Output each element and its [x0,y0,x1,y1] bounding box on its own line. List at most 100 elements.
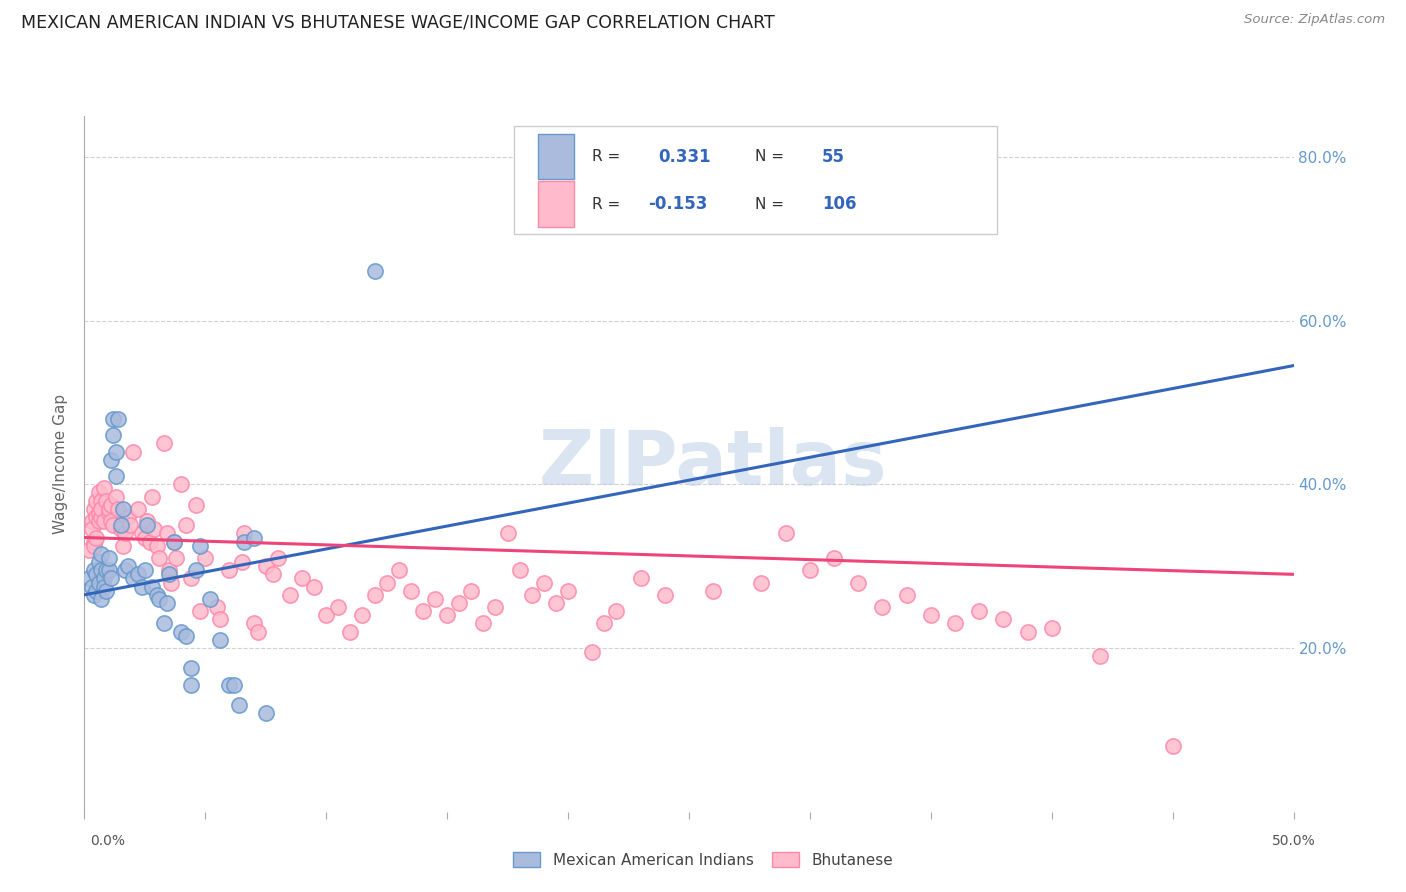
Point [920,608,942,623]
Text: 0.331: 0.331 [659,147,711,166]
Text: R =: R = [592,196,626,211]
Point [83,501,105,516]
Point [77,542,100,557]
Point [472,616,495,631]
Point [80,580,103,594]
Point [110,518,132,533]
Point [131,580,153,594]
Point [823,551,845,566]
Point [339,624,361,639]
Point [97,551,120,566]
Point [208,612,231,626]
Point [242,531,264,545]
Point [143,522,166,536]
Point [352,608,374,623]
Point [484,600,506,615]
Point [148,591,170,606]
Point [605,604,627,618]
Point [117,510,139,524]
Point [375,575,398,590]
Point [86,567,108,582]
Point [87,575,110,590]
Bar [538,134,574,179]
Point [90,547,112,561]
Point [103,412,125,426]
Point [86,583,108,598]
Point [993,612,1015,626]
Point [198,591,221,606]
Point [114,526,136,541]
Bar [538,181,574,227]
Point [86,510,108,524]
Point [107,501,129,516]
Point [104,490,127,504]
Point [141,580,163,594]
Text: MEXICAN AMERICAN INDIAN VS BHUTANESE WAGE/INCOME GAP CORRELATION CHART: MEXICAN AMERICAN INDIAN VS BHUTANESE WAG… [21,13,775,31]
Point [110,522,132,536]
Point [90,510,112,524]
Point [630,571,652,585]
Point [155,526,177,541]
Point [121,571,143,585]
Point [399,583,422,598]
Point [799,563,821,577]
Point [127,501,149,516]
Point [775,526,797,541]
Point [267,551,290,566]
Point [83,534,105,549]
Point [751,575,773,590]
Point [131,526,153,541]
Point [136,514,159,528]
Point [302,580,325,594]
Point [93,571,115,585]
Legend: Mexican American Indians, Bhutanese: Mexican American Indians, Bhutanese [505,844,901,875]
Point [654,588,676,602]
Point [77,571,100,585]
Point [157,567,180,582]
Point [207,600,229,615]
Point [114,563,136,577]
Point [117,559,139,574]
Point [80,522,103,536]
Point [134,563,156,577]
Point [228,698,250,713]
Point [194,551,217,566]
Point [509,563,531,577]
Point [363,588,385,602]
Point [170,477,193,491]
Point [180,678,202,692]
Point [104,469,127,483]
Point [83,563,105,577]
Point [80,514,103,528]
Point [174,518,197,533]
Point [170,624,193,639]
Point [1017,624,1039,639]
Point [87,555,110,569]
Point [163,534,186,549]
Point [846,575,869,590]
Point [121,444,143,458]
Point [153,436,176,450]
Text: ZIPatlas: ZIPatlas [538,427,887,500]
Point [87,506,110,520]
Text: N =: N = [755,149,789,164]
Point [90,501,112,516]
Point [496,526,519,541]
Point [97,501,120,516]
Point [155,596,177,610]
Point [148,551,170,566]
Point [533,575,555,590]
Point [184,563,207,577]
Point [233,526,256,541]
Text: 50.0%: 50.0% [1272,834,1316,848]
Y-axis label: Wage/Income Gap: Wage/Income Gap [53,393,69,534]
Point [97,506,120,520]
Point [233,534,256,549]
Point [231,555,253,569]
Point [97,563,120,577]
Text: 0.0%: 0.0% [90,834,125,848]
Point [87,485,110,500]
Point [86,531,108,545]
Point [184,498,207,512]
Point [94,583,117,598]
